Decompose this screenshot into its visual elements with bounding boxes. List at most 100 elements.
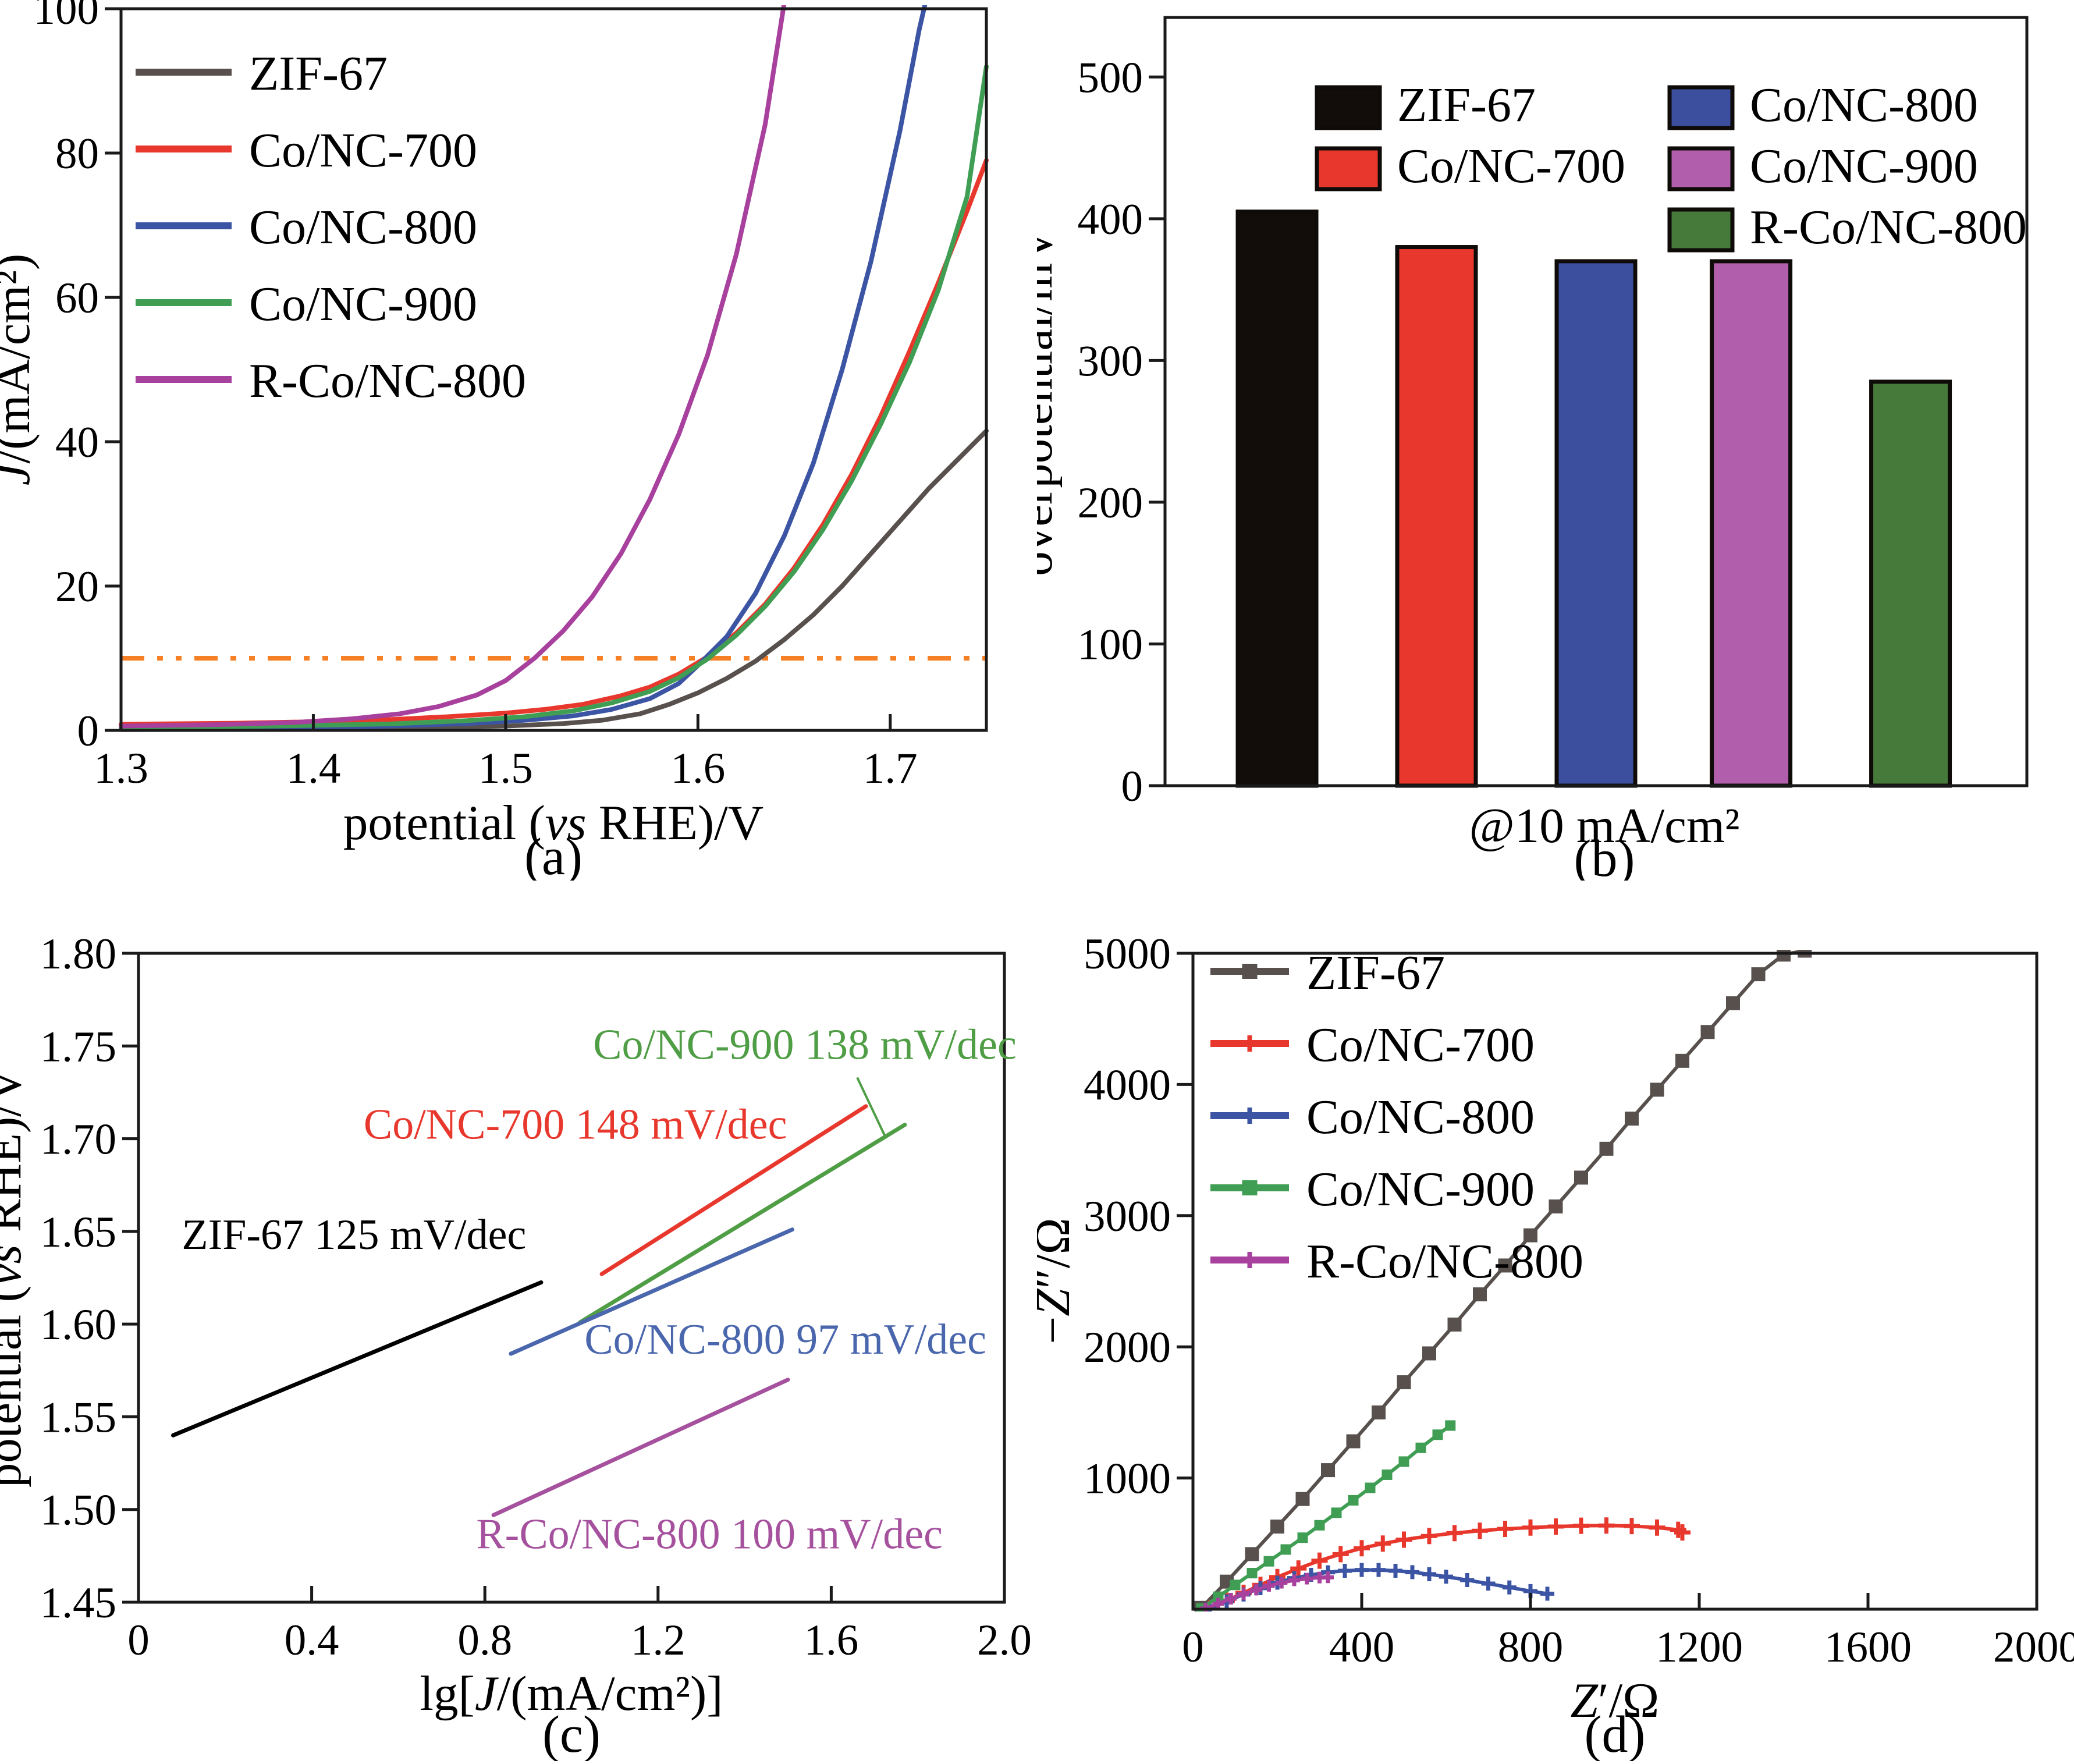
panel-c-annotation-1: Co/NC-700 148 mV/dec (364, 1101, 787, 1149)
panel-c-x-tick-label: 1.6 (804, 1616, 859, 1664)
panel-b-bar-ZIF-67 (1235, 210, 1319, 788)
panel-d-legend-item-Co/NC-900: Co/NC-900 (1210, 1162, 1535, 1216)
panel-b-legend-label-ZIF-67: ZIF-67 (1397, 78, 1536, 132)
panel-a-x-tick-label: 1.3 (94, 744, 148, 793)
panel-d-x-tick-label: 1600 (1824, 1623, 1912, 1671)
panel-d-legend-label-Co/NC-700: Co/NC-700 (1306, 1018, 1535, 1072)
panel-a-legend-item-ZIF-67: ZIF-67 (136, 47, 388, 101)
panel-d-legend-label-ZIF-67: ZIF-67 (1306, 946, 1445, 1000)
panel-a-y-tick-label: 60 (55, 274, 99, 322)
panel-a-y-tick-label: 80 (55, 130, 99, 178)
panel-b-y-tick-label: 400 (1078, 196, 1143, 244)
panel-a-x-tick-label: 1.7 (863, 744, 918, 793)
panel-a-legend-label-R-Co/NC-800: R-Co/NC-800 (249, 354, 526, 408)
panel-a-legend-item-Co/NC-700: Co/NC-700 (136, 123, 477, 178)
panel-d-y-axis-label: −Z″/Ω (1037, 1218, 1080, 1344)
panel-c-y-tick-label: 1.45 (40, 1579, 116, 1627)
panel-a-series-Co/NC-900 (119, 64, 989, 730)
panel-b-svg: 0 100 200 300 400 500 @10 mA/cm² overpotential/… (1008, 16, 2029, 888)
panel-d-x-tick-label: 2000 (1993, 1623, 2074, 1671)
panel-c-series-Co/NC-800 (509, 1227, 794, 1356)
panel-d-legend-item-R-Co/NC-800: R-Co/NC-800 (1210, 1234, 1583, 1289)
panel-c-caption: (c) (542, 1706, 601, 1761)
panel-b-y-tick-label: 300 (1078, 337, 1143, 385)
panel-d-legend-item-ZIF-67: ZIF-67 (1210, 946, 1445, 1000)
panel-b-y-tick-label: 500 (1078, 54, 1143, 102)
panel-d-legend-item-Co/NC-800: Co/NC-800 (1210, 1090, 1535, 1144)
panel-b-x-axis-label: @10 mA/cm² (1469, 798, 1740, 853)
panel-c-y-tick-label: 1.60 (40, 1301, 116, 1349)
panel-a-y-tick-label: 0 (77, 707, 100, 755)
panel-d-x-tick-label: 1200 (1656, 1623, 1743, 1671)
panel-c-series-Co/NC-700 (599, 1104, 868, 1276)
panel-c-y-tick-label: 1.70 (40, 1116, 116, 1164)
panel-d-legend-label-Co/NC-900: Co/NC-900 (1306, 1162, 1535, 1216)
panel-c-annotation-2: Co/NC-900 138 mV/dec (593, 1021, 1017, 1069)
panel-a-y-tick-label: 40 (55, 418, 99, 467)
panel-a-svg: 1.3 1.4 1.5 1.6 1.7 0 20 40 60 80 100 potential (vs… (0, 0, 989, 886)
panel-b-y-tick-label: 100 (1078, 620, 1143, 669)
panel-a-legend-label-Co/NC-900: Co/NC-900 (249, 277, 477, 331)
panel-a-y-tick-label: 100 (34, 0, 100, 34)
panel-d-x-tick-label: 800 (1498, 1623, 1564, 1671)
panel-c-annotation-4: R-Co/NC-800 100 mV/dec (476, 1511, 943, 1559)
panel-a-y-axis-label: J/(mA/cm²) (0, 254, 40, 485)
panel-c-y-tick-label: 1.50 (40, 1486, 116, 1535)
panel-b-legend-label-Co/NC-700: Co/NC-700 (1397, 139, 1625, 193)
panel-c-x-tick-label: 2.0 (977, 1616, 1032, 1664)
panel-c-tafel-slope-chart: 0 0.4 0.8 1.2 1.6 2.0 1.45 1.50 1.55 1.60 1.65 1.70… (0, 881, 1037, 1763)
panel-a-legend-label-Co/NC-800: Co/NC-800 (249, 200, 477, 254)
panel-d-nyquist-eis-chart: 0 400 800 1200 1600 2000 1000 2000 3000 4000 5000 Z… (1025, 881, 2074, 1763)
panel-b-y-tick-label: 0 (1121, 762, 1143, 811)
panel-d-legend-label-R-Co/NC-800: R-Co/NC-800 (1306, 1234, 1583, 1289)
panel-d-series-Co/NC-800 (1203, 1563, 1554, 1612)
panel-b-overpotential-bar-chart: 0 100 200 300 400 500 @10 mA/cm² overpotential/… (1008, 0, 2074, 888)
panel-b-bar-R-Co/NC-800 (1869, 379, 1952, 788)
panel-b-legend-item-Co/NC-700: Co/NC-700 (1315, 139, 1625, 193)
panel-a-x-tick-label: 1.4 (286, 744, 341, 793)
panel-b-caption: (b) (1574, 830, 1635, 881)
panel-c-x-tick-label: 0.4 (285, 1616, 339, 1664)
panel-d-y-tick-label: 1000 (1084, 1455, 1171, 1503)
panel-d-axes-box (1191, 952, 2039, 1611)
panel-b-axes-box (1163, 16, 2029, 787)
panel-c-y-tick-label: 1.55 (40, 1393, 116, 1442)
panel-c-x-axis-label: lg[J/(mA/cm²)] (420, 1666, 723, 1721)
panel-c-annotation-leader-line (856, 1077, 887, 1138)
panel-b-bar-Co/NC-900 (1710, 259, 1793, 788)
panel-b-y-tick-label: 200 (1078, 479, 1143, 527)
panel-a-x-tick-label: 1.6 (670, 744, 725, 793)
panel-c-series-ZIF-67 (171, 1280, 544, 1438)
panel-b-legend-label-Co/NC-800: Co/NC-800 (1750, 78, 1978, 132)
panel-d-svg: 0 400 800 1200 1600 2000 1000 2000 3000 4000 5000 Z… (1025, 930, 2074, 1763)
panel-d-x-axis-label: Z′/Ω (1571, 1673, 1660, 1728)
panel-a-x-tick-label: 1.5 (478, 744, 533, 793)
panel-d-caption: (d) (1585, 1706, 1646, 1761)
panel-c-series-R-Co/NC-800 (491, 1378, 790, 1517)
panel-b-legend-label-R-Co/NC-800: R-Co/NC-800 (1750, 200, 2027, 254)
panel-b-bar-Co/NC-800 (1554, 259, 1638, 788)
panel-c-y-tick-label: 1.65 (40, 1208, 116, 1257)
panel-a-series-Co/NC-700 (119, 158, 989, 727)
panel-b-legend-item-R-Co/NC-800: R-Co/NC-800 (1667, 200, 2027, 254)
panel-c-y-axis-label: potential (vs RHE)/V (0, 1067, 31, 1488)
panel-b-bar-Co/NC-700 (1395, 245, 1478, 788)
panel-d-y-tick-label: 4000 (1084, 1061, 1171, 1109)
panel-c-axes-box (137, 952, 1006, 1604)
panel-b-legend-label-Co/NC-900: Co/NC-900 (1750, 139, 1978, 193)
panel-b-legend-item-ZIF-67: ZIF-67 (1315, 78, 1536, 132)
panel-d-y-tick-label: 5000 (1084, 930, 1171, 978)
panel-c-x-tick-label: 0.8 (457, 1616, 512, 1664)
panel-a-legend-label-Co/NC-700: Co/NC-700 (249, 123, 477, 178)
panel-a-x-axis-label: potential (vs RHE)/V (343, 796, 763, 850)
panel-c-annotation-3: Co/NC-800 97 mV/dec (584, 1316, 986, 1364)
panel-b-y-axis-label: overpotential/mV (1037, 227, 1063, 576)
panel-b-legend-item-Co/NC-900: Co/NC-900 (1667, 139, 1978, 193)
panel-a-caption: (a) (524, 828, 583, 881)
panel-a-lsv-polarization-chart: 1.3 1.4 1.5 1.6 1.7 0 20 40 60 80 100 potential (vs… (0, 0, 1037, 886)
panel-d-x-tick-label: 400 (1329, 1623, 1395, 1671)
panel-a-legend-item-Co/NC-800: Co/NC-800 (136, 200, 477, 254)
panel-c-svg: 0 0.4 0.8 1.2 1.6 2.0 1.45 1.50 1.55 1.60 1.65 1.70… (0, 930, 1032, 1763)
panel-c-y-tick-label: 1.75 (40, 1023, 116, 1071)
panel-a-legend-label-ZIF-67: ZIF-67 (249, 47, 388, 101)
